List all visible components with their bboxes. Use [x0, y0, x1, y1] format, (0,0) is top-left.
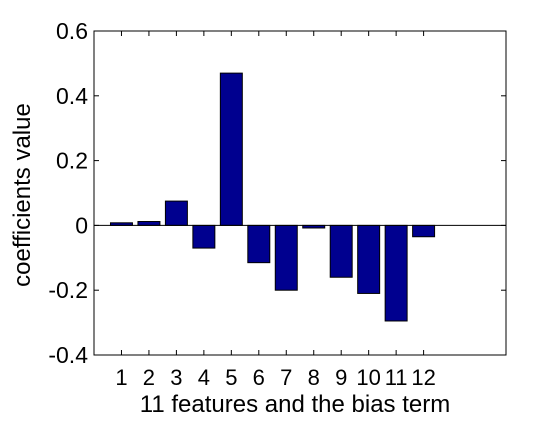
y-tick-label: 0: [75, 212, 88, 238]
plot-frame: [93, 30, 507, 356]
x-tick-label: 7: [280, 365, 292, 390]
x-axis-label: 11 features and the bias term: [140, 391, 450, 418]
bar-7: [274, 224, 298, 291]
x-tick-label: 12: [411, 365, 435, 390]
y-tick-label: 0.6: [56, 18, 88, 44]
bar-12: [412, 224, 436, 238]
bars-layer: [109, 72, 436, 322]
x-tick-label: 4: [198, 365, 210, 390]
x-tick-label: 6: [253, 365, 265, 390]
x-tick-label: 10: [356, 365, 380, 390]
bar-3: [164, 200, 188, 226]
x-tick-label: 5: [225, 365, 237, 390]
y-tick-label: 0.2: [56, 148, 88, 174]
y-tick-label: -0.4: [48, 342, 88, 368]
x-tick-label: 9: [335, 365, 347, 390]
bar-6: [247, 224, 271, 264]
x-tick-label: 8: [308, 365, 320, 390]
x-tick-label: 3: [170, 365, 182, 390]
x-tick-label: 2: [143, 365, 155, 390]
bar-9: [329, 224, 353, 278]
ticks-layer: -0.4-0.200.20.40.61 2 3 4 5 6 7 8 9 10 11 12: [48, 18, 506, 390]
bar-2: [137, 221, 161, 226]
x-tick-label: 11: [385, 365, 408, 390]
x-tick-label: 1: [115, 365, 127, 390]
y-tick-label: -0.2: [48, 277, 88, 303]
bar-5: [219, 72, 243, 226]
y-tick-label: 0.4: [56, 83, 88, 109]
bar-11: [384, 224, 408, 322]
bar-10: [357, 224, 381, 294]
y-axis-label: coefficients value: [9, 103, 36, 287]
bar-4: [192, 224, 216, 249]
